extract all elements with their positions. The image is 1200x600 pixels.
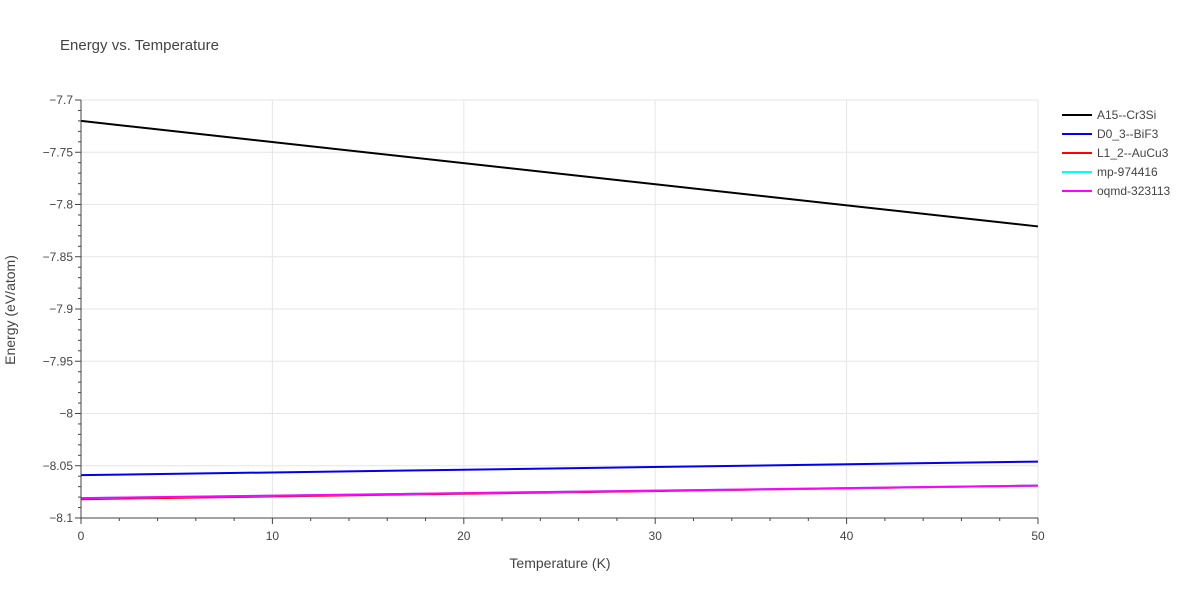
y-axis-title: Energy (eV/atom) (2, 255, 18, 365)
series-line-oqmd-323113 (80, 484, 1039, 500)
series-line-D0_3--BiF3 (80, 460, 1039, 477)
y-tick-label: −7.8 (49, 198, 73, 212)
series-line-A15--Cr3Si (80, 119, 1039, 228)
y-tick-label: −8 (59, 407, 73, 421)
x-tick-label: 50 (1031, 529, 1045, 543)
y-tick-label: −7.95 (43, 354, 74, 368)
y-tick-label: −7.85 (43, 250, 74, 264)
legend-label: L1_2--AuCu3 (1097, 146, 1169, 160)
axes: 0 10 20 30 40 50 −7.7 −7.75 −7.8 −7.85 −7.9 −7.95 −8… (43, 93, 1045, 543)
x-axis-title: Temperature (K) (509, 555, 610, 571)
legend-item[interactable]: mp-974416 (1062, 165, 1158, 179)
chart-title: Energy vs. Temperature (60, 37, 219, 54)
x-tick-label: 30 (649, 529, 663, 543)
legend-label: D0_3--BiF3 (1097, 127, 1159, 141)
legend-item[interactable]: L1_2--AuCu3 (1062, 146, 1169, 160)
legend-item[interactable]: oqmd-323113 (1062, 184, 1170, 198)
y-tick-label: −8.1 (49, 511, 73, 525)
legend-label: A15--Cr3Si (1097, 108, 1156, 122)
legend-item[interactable]: A15--Cr3Si (1062, 108, 1156, 122)
legend-label: mp-974416 (1097, 165, 1158, 179)
y-tick-label: −8.05 (43, 459, 74, 473)
x-tick-label: 10 (266, 529, 280, 543)
y-tick-label: −7.9 (49, 302, 73, 316)
legend-label: oqmd-323113 (1097, 184, 1170, 198)
legend: A15--Cr3Si D0_3--BiF3 L1_2--AuCu3 mp-974416… (1062, 108, 1170, 198)
x-tick-label: 40 (840, 529, 854, 543)
y-tick-label: −7.75 (43, 145, 74, 159)
series-lines (80, 119, 1039, 501)
x-tick-label: 20 (457, 529, 471, 543)
legend-item[interactable]: D0_3--BiF3 (1062, 127, 1159, 141)
y-tick-label: −7.7 (49, 93, 73, 107)
x-tick-label: 0 (78, 529, 85, 543)
grid (81, 99, 1039, 519)
